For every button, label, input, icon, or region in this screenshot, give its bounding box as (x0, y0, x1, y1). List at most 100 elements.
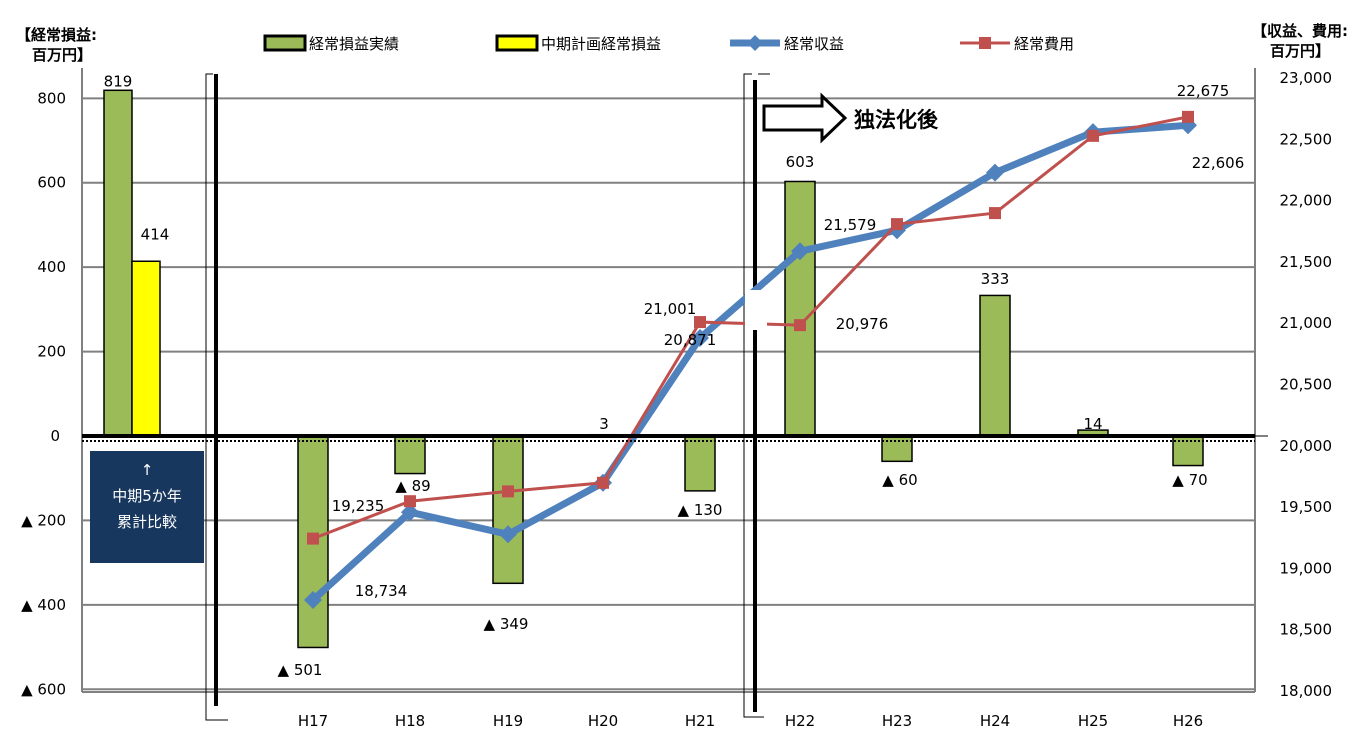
data-label: 18,734 (355, 582, 408, 600)
legend: 経常損益実績 中期計画経常損益 経常収益 経常費用 (263, 34, 1074, 53)
data-label: 14 (1083, 415, 1102, 433)
left-tick-label: 0 (50, 427, 60, 445)
data-label: 333 (981, 270, 1010, 288)
annotation-arrow: 独法化後 (762, 92, 939, 144)
bar (394, 435, 426, 475)
left-tick-label: 200 (37, 343, 66, 361)
revenue-point (304, 591, 322, 610)
right-tick-label: 21,500 (1280, 253, 1333, 271)
x-tick-label: H18 (395, 712, 425, 730)
right-arrow-icon (762, 92, 848, 144)
expense-point (989, 207, 1001, 220)
left-tick-label: 800 (37, 89, 66, 107)
right-tick-label: 20,000 (1280, 437, 1333, 455)
data-label: ▲ 60 (882, 471, 917, 489)
left-axis-title: 百万円】 (32, 46, 92, 64)
x-tick-label: H21 (685, 712, 715, 730)
data-label: ▲ 130 (678, 501, 723, 519)
left-tick-label: ▲ 600 (21, 680, 66, 698)
right-tick-label: 23,000 (1280, 69, 1333, 87)
bar (492, 435, 524, 585)
gridlines (82, 97, 1255, 691)
data-label: 819 (104, 72, 133, 90)
expense-point (794, 319, 806, 332)
x-tick-label: H23 (882, 712, 912, 730)
expense-point (307, 532, 319, 545)
axis-labels: 800 600 400 200 0 ▲ 200 ▲ 400 ▲ 600 23,000 22,500… (16, 22, 1348, 730)
data-label: ▲ 349 (484, 615, 529, 633)
summary-bar-plan (131, 260, 161, 437)
data-label: 22,606 (1192, 154, 1245, 172)
line-series (304, 110, 1197, 610)
data-label: 19,235 (332, 497, 385, 515)
legend-label: 経常費用 (1014, 35, 1074, 53)
zero-axis (82, 434, 1268, 442)
right-tick-label: 19,500 (1280, 498, 1333, 516)
plot-frame (81, 68, 1256, 721)
data-label: 21,579 (824, 216, 877, 234)
right-tick-label: 22,000 (1280, 192, 1333, 210)
legend-swatch (495, 34, 539, 52)
left-tick-label: 600 (37, 174, 66, 192)
line-gap-mask (745, 290, 767, 330)
bar (881, 435, 913, 463)
note-line-3: 累計比較 (116, 513, 177, 531)
bracket-right (743, 73, 770, 718)
bar (684, 435, 716, 492)
expense-point (502, 485, 514, 498)
x-tick-label: H17 (298, 712, 328, 730)
expense-point (404, 495, 416, 508)
note-box: ↑ 中期5か年 累計比較 (90, 451, 204, 563)
data-label: 20,976 (836, 315, 889, 333)
x-tick-label: H22 (785, 712, 815, 730)
annotation-text: 独法化後 (854, 108, 939, 132)
expense-point (1087, 129, 1099, 142)
expense-point (1182, 110, 1194, 123)
revenue-point (791, 242, 809, 261)
summary-bar-actual (103, 89, 133, 437)
revenue-point (499, 525, 517, 544)
data-label: ▲ 89 (395, 477, 430, 495)
legend-marker (979, 37, 991, 49)
legend-marker (747, 35, 763, 51)
legend-swatch (263, 34, 307, 52)
left-tick-label: ▲ 400 (21, 596, 66, 614)
right-tick-label: 18,000 (1280, 682, 1333, 700)
right-tick-label: 20,500 (1280, 376, 1333, 394)
data-label: 20,871 (664, 331, 717, 349)
right-tick-label: 18,500 (1280, 621, 1333, 639)
legend-label: 中期計画経常損益 (541, 35, 661, 53)
data-label: 603 (786, 153, 815, 171)
bar (784, 180, 816, 437)
right-tick-label: 21,000 (1280, 314, 1333, 332)
x-tick-label: H26 (1173, 712, 1203, 730)
note-line-1: ↑ (140, 461, 154, 479)
x-tick-label: H20 (588, 712, 618, 730)
right-tick-label: 22,500 (1280, 130, 1333, 148)
data-labels: 819 414 ▲ 501 ▲ 89 ▲ 349 3 ▲ 130 603 ▲ 60 333 14 ▲ … (104, 72, 1245, 679)
data-label: 414 (141, 225, 170, 243)
right-axis-title: 百万円】 (1270, 42, 1330, 60)
data-label: 22,675 (1177, 82, 1230, 100)
x-tick-label: H19 (493, 712, 523, 730)
x-tick-label: H25 (1078, 712, 1108, 730)
expense-point (891, 218, 903, 231)
bracket-left (205, 73, 228, 721)
bar-series (103, 89, 1204, 649)
data-label: 3 (599, 415, 609, 433)
left-tick-label: 400 (37, 258, 66, 276)
right-axis-title: 【収益、費用: (1252, 22, 1348, 40)
data-label: 21,001 (644, 300, 697, 318)
left-axis-title: 【経常損益: (16, 26, 97, 44)
expense-point (694, 316, 706, 329)
data-label: ▲ 501 (278, 661, 323, 679)
legend-label: 経常損益実績 (309, 35, 399, 53)
revenue-point (401, 503, 419, 522)
left-tick-label: ▲ 200 (21, 511, 66, 529)
revenue-point (691, 329, 709, 348)
revenue-point (986, 163, 1004, 182)
legend-label: 経常収益 (784, 35, 844, 53)
right-tick-label: 19,000 (1280, 559, 1333, 577)
x-tick-label: H24 (980, 712, 1010, 730)
